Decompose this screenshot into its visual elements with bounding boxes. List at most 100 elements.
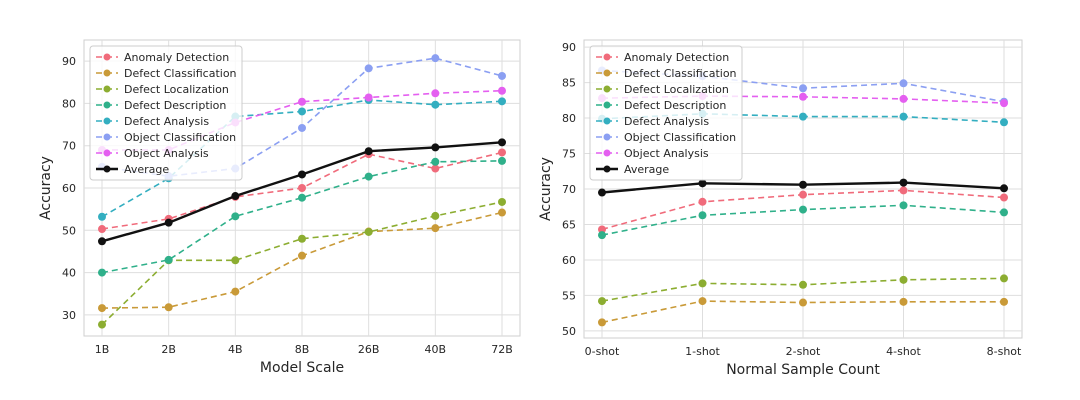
chart0-legend-item-defect-analysis: Defect Analysis	[96, 115, 209, 128]
chart0-y-tick-label: 90	[62, 55, 76, 68]
chart1-legend-item-average: Average	[596, 163, 669, 176]
chart0-x-tick-label: 26B	[358, 343, 380, 356]
chart1-series-average-point	[899, 178, 908, 187]
chart0-series-anomaly-detection-point	[431, 164, 440, 173]
chart1-x-tick-label: 2-shot	[786, 345, 821, 358]
chart1-legend-label: Defect Description	[624, 99, 726, 112]
chart0-series-object-classification-point	[298, 123, 306, 132]
chart0-series-defect-classification-point	[498, 208, 506, 217]
chart0-series-defect-classification-point	[98, 304, 106, 313]
chart0-legend-swatch-marker	[103, 101, 111, 109]
chart0-series-defect-description-point	[364, 172, 373, 181]
chart1-series-defect-description-point	[1000, 208, 1008, 217]
chart1-x-tick-label: 0-shot	[585, 345, 620, 358]
chart0-legend-swatch-marker	[103, 53, 111, 61]
chart0-legend-item-defect-description: Defect Description	[96, 99, 226, 112]
chart0-x-tick-label: 1B	[95, 343, 110, 356]
chart0-series-defect-classification-point	[164, 303, 173, 312]
chart1-legend-item-defect-localization: Defect Localization	[596, 83, 729, 96]
chart1-series-anomaly-detection-point	[698, 197, 707, 206]
chart0-x-tick-label: 72B	[491, 343, 513, 356]
chart1-legend-label: Defect Localization	[624, 83, 729, 96]
chart1-series-defect-analysis-point	[1000, 118, 1008, 127]
chart0-series-average-point	[98, 237, 106, 246]
chart1-series-defect-classification-point	[899, 297, 908, 306]
chart1-series-object-classification-point	[899, 79, 908, 88]
chart0-legend-item-average: Average	[96, 163, 169, 176]
chart0-y-tick-label: 40	[62, 267, 76, 280]
chart1-series-defect-classification-point	[799, 298, 807, 307]
chart0-series-defect-description-point	[298, 193, 306, 202]
chart0-series-defect-localization-point	[364, 227, 373, 236]
chart0-series-anomaly-detection-point	[98, 225, 106, 234]
chart0-legend-label: Object Classification	[124, 131, 236, 144]
chart1-legend-item-object-analysis: Object Analysis	[596, 147, 709, 160]
chart1-legend-label: Defect Classification	[624, 67, 737, 80]
chart0-series-object-classification-point	[364, 64, 373, 73]
chart0-x-tick-label: 4B	[228, 343, 243, 356]
chart1-legend-item-anomaly-detection: Anomaly Detection	[596, 51, 729, 64]
chart0-legend-item-defect-localization: Defect Localization	[96, 83, 229, 96]
chart0-series-defect-classification-point	[231, 287, 240, 296]
chart0-series-object-classification-point	[498, 71, 506, 80]
chart0-x-tick-label: 8B	[295, 343, 310, 356]
chart1-series-average-point	[799, 180, 807, 189]
chart0-series-defect-description-point	[498, 156, 506, 165]
chart0-legend-swatch-marker	[103, 85, 111, 93]
chart0-y-tick-label: 60	[62, 182, 76, 195]
chart0-series-defect-description-point	[164, 255, 173, 264]
chart0-series-defect-description-point	[431, 157, 440, 166]
chart0-series-anomaly-detection-point	[498, 148, 506, 157]
chart1-series-defect-analysis-point	[899, 112, 908, 121]
chart0-legend-box	[89, 45, 243, 181]
chart1-series-defect-localization-point	[899, 275, 908, 284]
chart0-series-average-point	[164, 218, 173, 227]
chart0-series-defect-classification-point	[298, 251, 306, 260]
chart1-x-tick-label: 8-shot	[987, 345, 1022, 358]
chart0-legend-swatch-marker	[103, 165, 111, 173]
chart1-series-defect-localization-point	[799, 280, 807, 289]
chart0-series-object-analysis-point	[431, 89, 440, 98]
panel-model-scale: 1B 2B 4B 8B 26B 40B 72B 30 40 50 60 70 80 90 Model Sca…	[38, 39, 521, 376]
chart0-series-object-analysis-point	[364, 93, 373, 102]
chart1-legend-box	[589, 45, 743, 181]
chart1-series-defect-classification-point	[1000, 297, 1008, 306]
chart1-y-tick-label: 70	[562, 183, 576, 196]
chart1-legend-swatch-marker	[603, 85, 611, 93]
chart1-legend-item-defect-analysis: Defect Analysis	[596, 115, 709, 128]
chart0-x-axis-label: Model Scale	[260, 360, 344, 376]
chart0-series-average-point	[431, 143, 440, 152]
chart0-legend-swatch-marker	[103, 149, 111, 157]
chart1-series-defect-description-point	[799, 205, 807, 214]
chart1-series-defect-localization-point	[1000, 274, 1008, 283]
chart0-series-defect-localization-point	[98, 320, 106, 329]
chart1-series-anomaly-detection-point	[799, 190, 807, 199]
chart0-series-object-analysis-point	[298, 97, 306, 106]
chart0-legend: Anomaly Detection Defect Classification De…	[89, 45, 243, 181]
chart0-legend-item-anomaly-detection: Anomaly Detection	[96, 51, 229, 64]
chart0-series-average-point	[298, 170, 306, 179]
chart1-legend-swatch-marker	[603, 165, 611, 173]
chart1-y-tick-label: 90	[562, 41, 576, 54]
chart1-series-object-classification-point	[799, 84, 807, 93]
chart1-y-tick-label: 60	[562, 254, 576, 267]
chart1-series-defect-description-point	[698, 211, 707, 220]
chart1-y-tick-label: 65	[562, 218, 576, 231]
chart0-series-defect-localization-point	[231, 256, 240, 265]
chart1-x-tick-label: 1-shot	[685, 345, 720, 358]
chart0-series-defect-description-point	[98, 268, 106, 277]
chart1-legend-swatch-marker	[603, 117, 611, 125]
chart0-legend-label: Defect Analysis	[124, 115, 209, 128]
chart1-legend: Anomaly Detection Defect Classification De…	[589, 45, 743, 181]
chart1-series-defect-localization-point	[698, 279, 707, 288]
chart1-series-object-analysis-point	[899, 94, 908, 103]
chart0-series-defect-classification-point	[431, 224, 440, 233]
chart1-y-tick-label: 85	[562, 77, 576, 90]
chart1-legend-label: Average	[624, 163, 669, 176]
chart0-series-object-analysis-point	[498, 86, 506, 95]
chart1-legend-label: Object Classification	[624, 131, 736, 144]
chart0-legend-label: Defect Classification	[124, 67, 237, 80]
chart1-series-defect-analysis-point	[799, 112, 807, 121]
chart1-x-axis-label: Normal Sample Count	[726, 362, 880, 378]
